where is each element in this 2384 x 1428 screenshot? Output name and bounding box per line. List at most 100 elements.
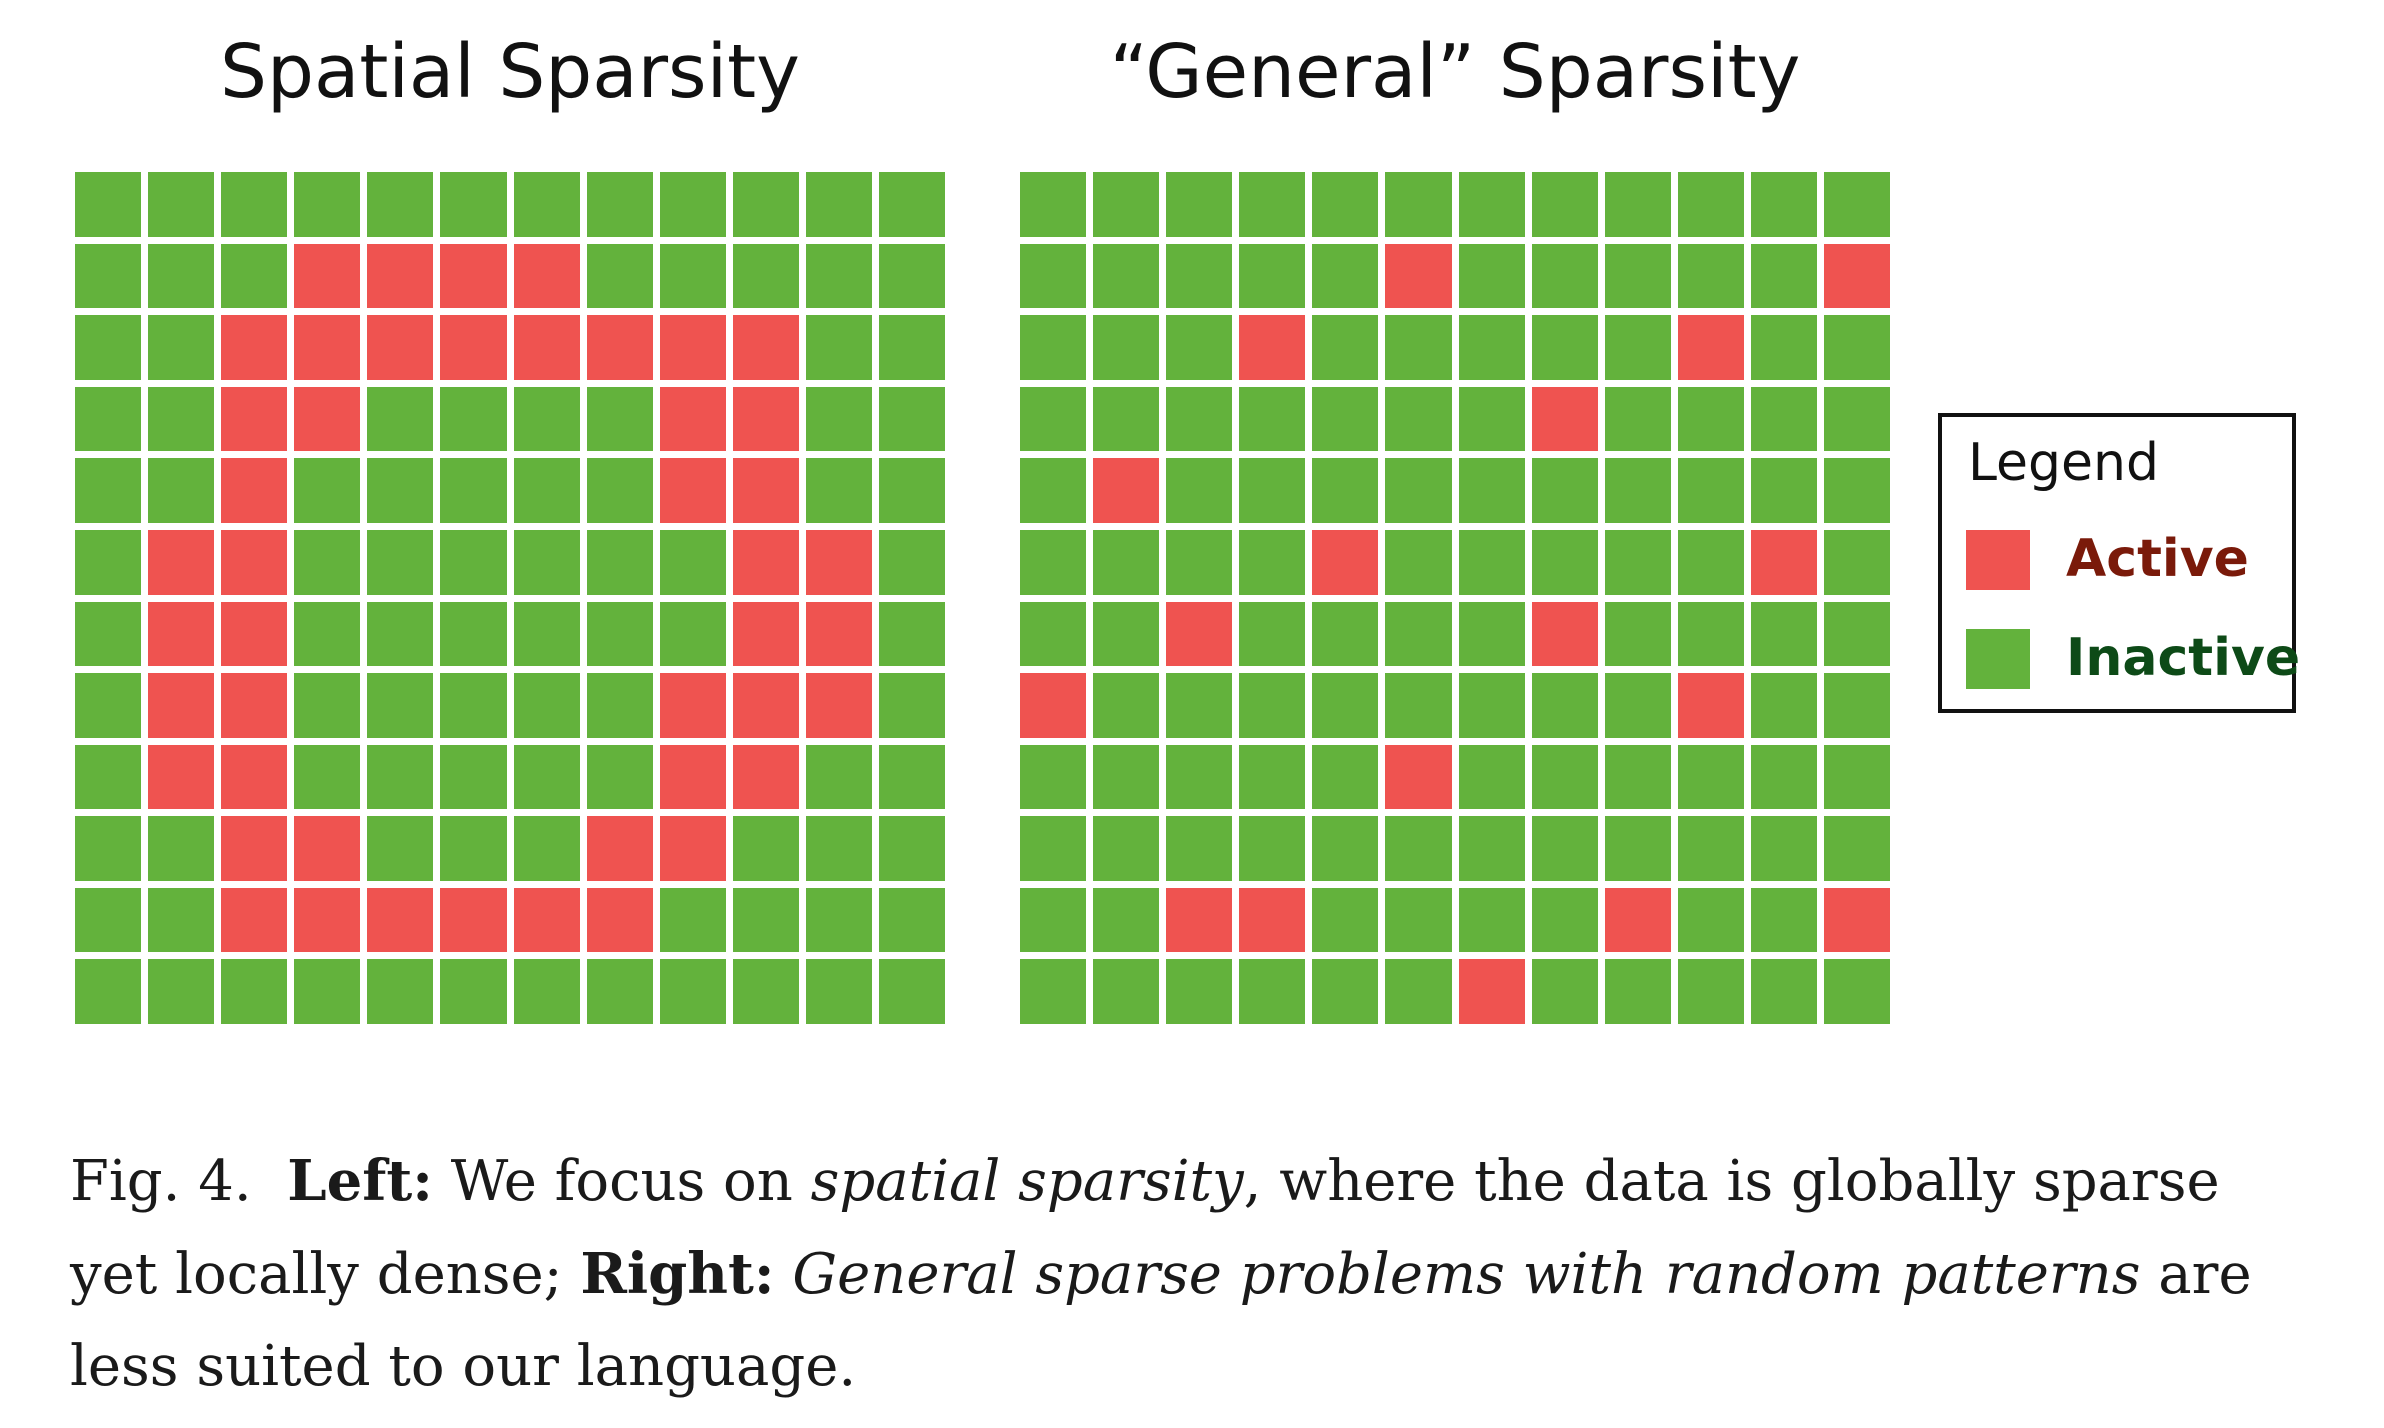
inactive-cell bbox=[1531, 673, 1598, 738]
inactive-cell bbox=[1604, 744, 1671, 810]
inactive-cell bbox=[659, 601, 726, 667]
active-cell bbox=[148, 601, 215, 667]
inactive-cell bbox=[586, 458, 653, 523]
active-cell bbox=[659, 744, 726, 810]
active-cell bbox=[1750, 529, 1817, 595]
inactive-cell bbox=[1531, 529, 1598, 595]
inactive-cell bbox=[1458, 673, 1525, 738]
inactive-cell bbox=[1677, 744, 1744, 810]
active-cell bbox=[294, 315, 361, 380]
inactive-cell bbox=[1604, 243, 1671, 309]
active-cell bbox=[221, 887, 288, 953]
inactive-cell bbox=[1385, 458, 1452, 523]
inactive-cell bbox=[1239, 529, 1306, 595]
inactive-cell bbox=[586, 673, 653, 738]
inactive-cell bbox=[878, 315, 945, 380]
active-cell bbox=[1531, 601, 1598, 667]
inactive-cell bbox=[1093, 386, 1160, 452]
inactive-cell bbox=[586, 172, 653, 237]
inactive-cell bbox=[1312, 887, 1379, 953]
inactive-cell bbox=[1458, 243, 1525, 309]
inactive-cell bbox=[1020, 601, 1087, 667]
inactive-cell bbox=[1750, 887, 1817, 953]
inactive-cell bbox=[878, 673, 945, 738]
active-cell bbox=[1823, 243, 1890, 309]
active-cell bbox=[732, 673, 799, 738]
active-cell bbox=[1312, 529, 1379, 595]
inactive-cell bbox=[1677, 172, 1744, 237]
active-cell bbox=[1166, 601, 1233, 667]
active-cell bbox=[513, 315, 580, 380]
inactive-cell bbox=[1531, 315, 1598, 380]
inactive-cell bbox=[1385, 887, 1452, 953]
inactive-cell bbox=[513, 172, 580, 237]
active-cell bbox=[732, 315, 799, 380]
inactive-cell bbox=[440, 386, 507, 452]
inactive-cell bbox=[75, 529, 142, 595]
inactive-cell bbox=[1239, 458, 1306, 523]
inactive-cell bbox=[586, 243, 653, 309]
inactive-cell bbox=[1604, 959, 1671, 1024]
inactive-cell bbox=[1093, 959, 1160, 1024]
inactive-cell bbox=[1823, 744, 1890, 810]
inactive-cell bbox=[440, 172, 507, 237]
active-cell bbox=[1458, 959, 1525, 1024]
inactive-cell bbox=[1823, 601, 1890, 667]
inactive-cell bbox=[75, 243, 142, 309]
active-cell bbox=[440, 887, 507, 953]
inactive-cell bbox=[1385, 529, 1452, 595]
inactive-cell bbox=[294, 601, 361, 667]
inactive-cell bbox=[513, 458, 580, 523]
inactive-cell bbox=[1677, 816, 1744, 881]
inactive-cell bbox=[1604, 172, 1671, 237]
active-swatch bbox=[1966, 530, 2030, 590]
inactive-cell bbox=[1020, 243, 1087, 309]
inactive-cell bbox=[148, 172, 215, 237]
inactive-cell bbox=[1020, 887, 1087, 953]
inactive-cell bbox=[221, 172, 288, 237]
inactive-cell bbox=[1677, 243, 1744, 309]
caption-emphasis: spatial sparsity bbox=[810, 1149, 1244, 1214]
inactive-cell bbox=[1531, 744, 1598, 810]
active-cell bbox=[1677, 673, 1744, 738]
general-sparsity-title: “General” Sparsity bbox=[1109, 29, 1801, 115]
inactive-cell bbox=[1020, 386, 1087, 452]
active-cell bbox=[221, 529, 288, 595]
inactive-swatch bbox=[1966, 629, 2030, 689]
inactive-cell bbox=[732, 887, 799, 953]
inactive-cell bbox=[1604, 673, 1671, 738]
inactive-cell bbox=[1093, 243, 1160, 309]
active-cell bbox=[805, 601, 872, 667]
inactive-cell bbox=[1458, 386, 1525, 452]
inactive-cell bbox=[75, 172, 142, 237]
inactive-cell bbox=[1020, 816, 1087, 881]
inactive-cell bbox=[586, 744, 653, 810]
inactive-cell bbox=[1750, 959, 1817, 1024]
inactive-cell bbox=[1458, 458, 1525, 523]
inactive-cell bbox=[1750, 744, 1817, 810]
figure-caption: Fig. 4. Left: We focus on spatial sparsi… bbox=[70, 1135, 2320, 1413]
inactive-cell bbox=[1020, 458, 1087, 523]
active-cell bbox=[1677, 315, 1744, 380]
inactive-cell bbox=[1312, 673, 1379, 738]
inactive-cell bbox=[586, 386, 653, 452]
inactive-cell bbox=[1093, 315, 1160, 380]
active-cell bbox=[732, 744, 799, 810]
active-cell bbox=[294, 386, 361, 452]
active-cell bbox=[1604, 887, 1671, 953]
active-cell bbox=[367, 315, 434, 380]
inactive-cell bbox=[75, 458, 142, 523]
inactive-cell bbox=[367, 172, 434, 237]
inactive-cell bbox=[1312, 744, 1379, 810]
inactive-cell bbox=[878, 601, 945, 667]
active-cell bbox=[1093, 458, 1160, 523]
inactive-cell bbox=[878, 529, 945, 595]
inactive-cell bbox=[1239, 601, 1306, 667]
inactive-cell bbox=[1458, 601, 1525, 667]
active-cell bbox=[1166, 887, 1233, 953]
inactive-cell bbox=[878, 172, 945, 237]
inactive-cell bbox=[1312, 959, 1379, 1024]
inactive-cell bbox=[732, 243, 799, 309]
legend: Legend Active Inactive bbox=[1938, 413, 2300, 713]
active-cell bbox=[586, 315, 653, 380]
